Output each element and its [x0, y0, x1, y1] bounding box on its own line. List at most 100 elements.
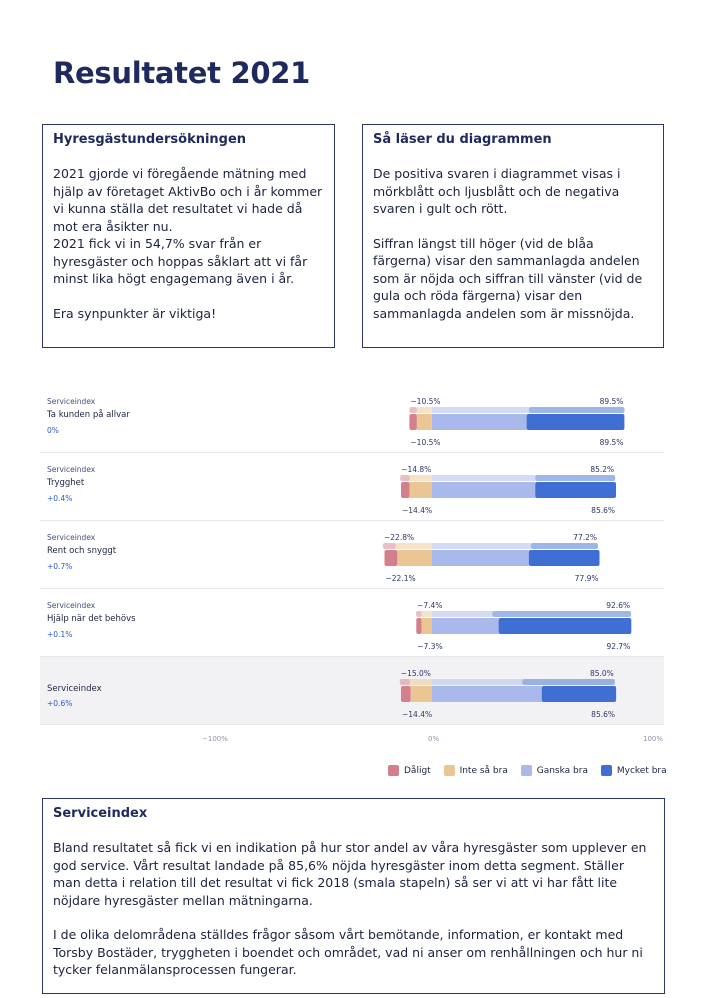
bar-segment-mycket-bra-previous — [530, 543, 598, 549]
survey-paragraph-2: 2021 fick vi in 54,7% svar från er hyres… — [53, 236, 308, 286]
x-tick-label: 100% — [643, 735, 664, 743]
bar-segment-ganska-bra-current — [432, 414, 527, 430]
bar-segment-inte-sa-bra-previous — [395, 543, 432, 549]
previous-positive-value-label: 92.6% — [606, 601, 630, 610]
previous-positive-value-label: 85.2% — [590, 465, 614, 474]
bar-segment-mycket-bra-previous — [535, 475, 616, 481]
legend-swatch — [443, 765, 455, 776]
row-group-label: Serviceindex — [47, 601, 96, 610]
survey-info-box: Hyresgästundersökningen 2021 gjorde vi f… — [42, 124, 335, 348]
row-change-label: +0.1% — [47, 630, 73, 639]
chart-bars-svg: −10.5% 89.5% −10.5% 89.5% −14.8% 85.2% −14.4% 8… — [383, 397, 632, 719]
row-group-label: Serviceindex — [47, 533, 96, 542]
bar-segment-ganska-bra-previous — [432, 407, 529, 413]
bar-segment-ganska-bra-previous — [432, 543, 531, 549]
howto-info-box: Så läser du diagrammen De positiva svare… — [362, 124, 664, 348]
legend-swatch — [600, 765, 612, 776]
bar-segment-mycket-bra-current — [541, 686, 617, 702]
bar-segment-inte-sa-bra-current — [416, 414, 432, 430]
diverging-bar-chart: Serviceindex Ta kunden på allvar 0% Service… — [40, 385, 664, 785]
bar-segment-inte-sa-bra-current — [421, 618, 432, 634]
row-change-label: +0.6% — [47, 699, 73, 708]
bar-segment-inte-sa-bra-previous — [409, 475, 432, 481]
row-category-label: Rent och snyggt — [47, 546, 117, 556]
bar-segment-daligt-current — [401, 482, 410, 498]
previous-positive-value-label: 89.5% — [600, 397, 624, 406]
bar-segment-daligt-current — [416, 618, 422, 634]
bar-segment-ganska-bra-current — [432, 482, 536, 498]
row-category-label: Serviceindex — [47, 684, 102, 694]
current-positive-value-label: 85.6% — [591, 506, 615, 515]
current-negative-value-label: −14.4% — [402, 710, 432, 719]
bar-segment-mycket-bra-current — [528, 550, 600, 566]
bar-segment-daligt-previous — [383, 543, 396, 549]
bar-segment-ganska-bra-current — [432, 686, 542, 702]
serviceindex-paragraph-2: I de olika delområdena ställdes frågor s… — [53, 927, 643, 977]
row-group-label: Serviceindex — [47, 397, 96, 406]
bar-segment-daligt-current — [409, 414, 417, 430]
current-positive-value-label: 92.7% — [606, 642, 630, 651]
legend-label: Ganska bra — [536, 765, 588, 776]
page-title: Resultatet 2021 — [53, 56, 310, 90]
bar-segment-inte-sa-bra-previous — [410, 679, 432, 685]
row-divider — [40, 588, 664, 589]
bar-segment-inte-sa-bra-current — [409, 482, 432, 498]
current-positive-value-label: 85.6% — [591, 710, 615, 719]
row-change-label: +0.4% — [47, 494, 73, 503]
x-tick-label: −100% — [202, 735, 228, 743]
row-divider — [40, 520, 664, 521]
row-category-label: Trygghet — [47, 478, 85, 488]
legend-item-inte-sa-bra: Inte så bra — [443, 765, 508, 776]
bar-segment-inte-sa-bra-previous — [421, 611, 432, 617]
howto-paragraph-2: Siffran längst till höger (vid de blåa f… — [373, 235, 643, 321]
bar-segment-daligt-current — [401, 686, 411, 702]
previous-positive-value-label: 77.2% — [573, 533, 597, 542]
bar-segment-daligt-previous — [409, 407, 417, 413]
previous-negative-value-label: −14.8% — [401, 465, 431, 474]
chart-legend: Dåligt Inte så bra Ganska bra Mycket bra — [378, 765, 667, 779]
current-negative-value-label: −7.3% — [417, 642, 442, 651]
bar-segment-ganska-bra-current — [432, 550, 529, 566]
current-positive-value-label: 77.9% — [575, 574, 599, 583]
bar-segment-ganska-bra-previous — [432, 611, 493, 617]
survey-heading: Hyresgästundersökningen — [53, 132, 247, 147]
chart-row: Serviceindex Ta kunden på allvar 0% — [40, 385, 664, 453]
current-negative-value-label: −22.1% — [386, 574, 416, 583]
legend-label: Mycket bra — [616, 765, 667, 776]
previous-negative-value-label: −10.5% — [410, 397, 440, 406]
x-tick-label: 0% — [428, 735, 440, 743]
row-change-label: 0% — [47, 426, 59, 435]
legend-label: Inte så bra — [459, 765, 508, 776]
row-divider — [40, 656, 664, 657]
survey-paragraph-3: Era synpunkter är viktiga! — [53, 305, 217, 321]
legend-swatch — [520, 765, 532, 776]
bar-segment-inte-sa-bra-current — [410, 686, 432, 702]
previous-negative-value-label: −22.8% — [384, 533, 414, 542]
previous-positive-value-label: 85.0% — [590, 669, 614, 678]
bar-segment-ganska-bra-current — [432, 618, 499, 634]
bar-segment-mycket-bra-current — [498, 618, 632, 634]
serviceindex-info-box: Serviceindex Bland resultatet så fick vi… — [42, 798, 665, 994]
current-negative-value-label: −14.4% — [402, 506, 432, 515]
legend-item-daligt: Dåligt — [388, 765, 431, 776]
chart-row: Serviceindex Hjälp när det behövs +0.1% — [40, 589, 664, 657]
serviceindex-heading: Serviceindex — [53, 806, 148, 821]
previous-negative-value-label: −7.4% — [417, 601, 442, 610]
bar-segment-mycket-bra-current — [535, 482, 616, 498]
bar-segment-inte-sa-bra-current — [397, 550, 432, 566]
chart-row: Serviceindex Trygghet +0.4% — [40, 453, 664, 521]
bar-segment-daligt-previous — [416, 611, 422, 617]
row-divider — [40, 452, 664, 453]
row-change-label: +0.7% — [47, 562, 73, 571]
survey-paragraph-1: 2021 gjorde vi föregående mätning med hj… — [53, 166, 323, 234]
serviceindex-paragraph-1: Bland resultatet så fick vi en indikatio… — [53, 840, 647, 908]
bar-segment-daligt-previous — [399, 679, 411, 685]
row-group-label: Serviceindex — [47, 465, 96, 474]
legend-item-mycket-bra: Mycket bra — [600, 765, 667, 776]
bar-segment-daligt-current — [384, 550, 398, 566]
howto-paragraph-1: De positiva svaren i diagrammet visas i … — [373, 166, 621, 216]
bar-segment-mycket-bra-previous — [528, 407, 625, 413]
current-positive-value-label: 89.5% — [600, 438, 624, 447]
row-category-label: Ta kunden på allvar — [47, 410, 130, 420]
bar-segment-mycket-bra-previous — [522, 679, 615, 685]
